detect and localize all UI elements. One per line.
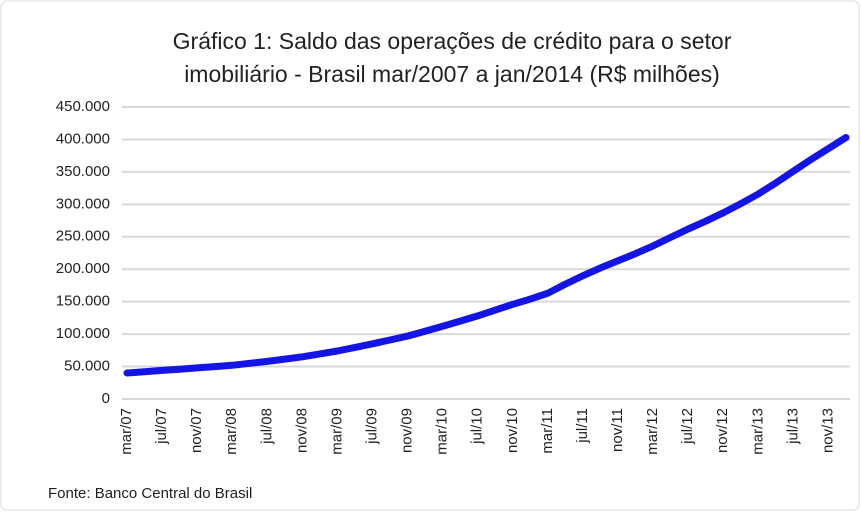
y-tick-label: 150.000 xyxy=(56,293,110,310)
x-tick-label: mar/07 xyxy=(118,408,135,455)
y-tick-label: 0 xyxy=(102,390,110,407)
x-tick-label: jul/13 xyxy=(784,408,801,445)
x-tick-label: nov/09 xyxy=(399,408,416,453)
x-tick-label: nov/13 xyxy=(819,408,836,453)
x-tick-label: mar/08 xyxy=(223,408,240,455)
x-tick-label: mar/12 xyxy=(644,408,661,455)
y-tick-label: 300.000 xyxy=(56,195,110,212)
x-tick-label: jul/10 xyxy=(469,408,486,445)
x-tick-label: mar/13 xyxy=(749,408,766,455)
x-tick-label: mar/10 xyxy=(434,408,451,455)
y-tick-label: 350.000 xyxy=(56,163,110,180)
chart-title: imobiliário - Brasil mar/2007 a jan/2014… xyxy=(184,61,720,87)
x-tick-label: nov/10 xyxy=(504,408,521,453)
x-tick-label: jul/09 xyxy=(363,408,380,445)
y-tick-label: 400.000 xyxy=(56,130,110,147)
x-tick-label: nov/11 xyxy=(609,408,626,452)
x-tick-label: mar/09 xyxy=(328,408,345,455)
y-tick-label: 100.000 xyxy=(56,325,110,342)
x-tick-label: jul/11 xyxy=(574,408,591,444)
x-tick-label: mar/11 xyxy=(539,408,556,454)
x-tick-label: jul/08 xyxy=(258,408,275,445)
y-tick-label: 200.000 xyxy=(56,260,110,277)
y-tick-label: 50.000 xyxy=(64,358,110,375)
source-note: Fonte: Banco Central do Brasil xyxy=(48,485,252,502)
x-tick-label: jul/12 xyxy=(679,408,696,445)
x-tick-label: nov/07 xyxy=(188,408,205,453)
x-tick-label: jul/07 xyxy=(153,408,170,445)
data-line xyxy=(123,134,850,377)
y-tick-label: 250.000 xyxy=(56,228,110,245)
chart-title: Gráfico 1: Saldo das operações de crédit… xyxy=(173,28,732,54)
x-tick-label: nov/12 xyxy=(714,408,731,453)
x-tick-label: nov/08 xyxy=(293,408,310,453)
y-tick-label: 450.000 xyxy=(56,98,110,115)
